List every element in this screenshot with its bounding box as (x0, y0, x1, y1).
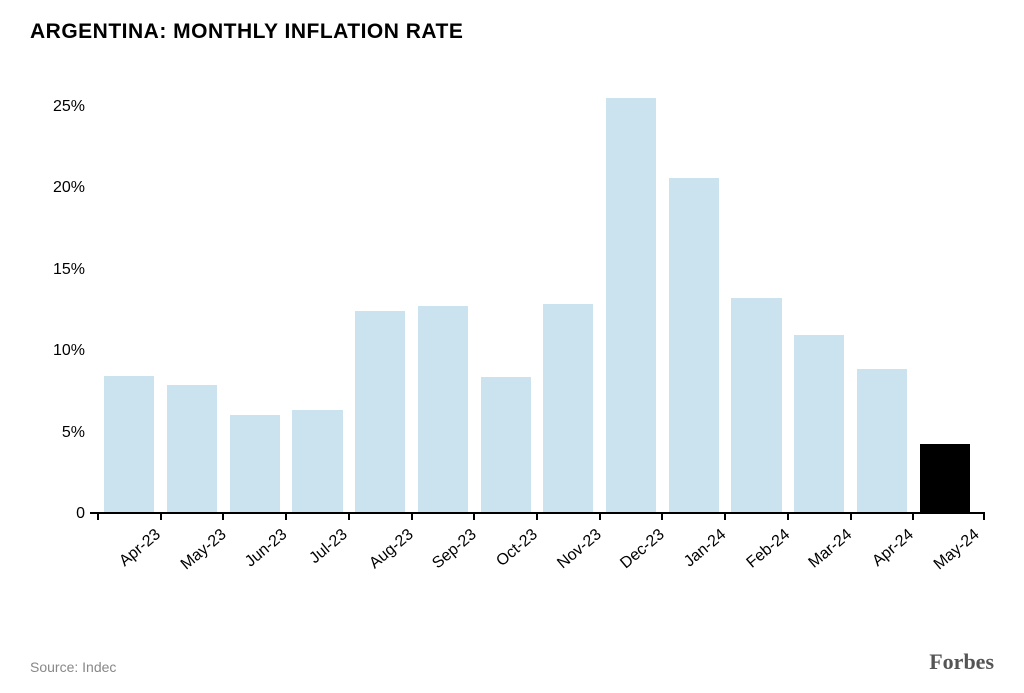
x-label-slot: May-23 (161, 514, 224, 579)
x-axis-label: Apr-23 (117, 526, 165, 571)
bar-slot (662, 74, 725, 512)
bar (167, 385, 217, 512)
bar-slot (913, 74, 976, 512)
x-label-slot: May-24 (913, 514, 976, 579)
x-label-slot: Feb-24 (725, 514, 788, 579)
x-label-slot: Jan-24 (662, 514, 725, 579)
x-axis-label: Aug-23 (367, 526, 418, 573)
source-attribution: Source: Indec (30, 659, 116, 675)
bar (230, 415, 280, 512)
bar (292, 410, 342, 512)
chart-title: ARGENTINA: MONTHLY INFLATION RATE (30, 20, 994, 44)
bar (104, 376, 154, 512)
bar (418, 306, 468, 512)
bar (669, 178, 719, 512)
x-axis-label: Apr-24 (869, 526, 917, 571)
bar (543, 304, 593, 512)
axis-end-tick (983, 512, 985, 520)
x-label-slot: Apr-24 (851, 514, 914, 579)
y-tick-label: 10% (30, 342, 85, 360)
bar-slot (161, 74, 224, 512)
chart-area: 05%10%15%20%25% Apr-23May-23Jun-23Jul-23… (90, 74, 984, 579)
bar-slot (600, 74, 663, 512)
x-axis-label: Dec-23 (617, 526, 668, 573)
brand-logo: Forbes (929, 649, 994, 675)
x-label-slot: Mar-24 (788, 514, 851, 579)
bar (731, 298, 781, 512)
x-axis-label: Jun-23 (242, 526, 291, 571)
chart-footer: Source: Indec Forbes (30, 649, 994, 675)
bar (794, 335, 844, 512)
bar-slot (474, 74, 537, 512)
y-tick-label: 5% (30, 424, 85, 442)
x-axis-label: Sep-23 (429, 526, 480, 573)
x-axis-label: Jan-24 (681, 526, 730, 571)
x-label-slot: Nov-23 (537, 514, 600, 579)
x-label-slot: Aug-23 (349, 514, 412, 579)
x-axis-label: Jul-23 (306, 526, 351, 568)
plot-area (90, 74, 984, 514)
y-tick-label: 25% (30, 98, 85, 116)
bar-slot (223, 74, 286, 512)
y-tick-label: 20% (30, 179, 85, 197)
x-label-slot: Sep-23 (412, 514, 475, 579)
bar-slot (537, 74, 600, 512)
bar (606, 98, 656, 512)
x-label-slot: Jul-23 (286, 514, 349, 579)
x-label-slot: Jun-23 (223, 514, 286, 579)
x-axis-label: Nov-23 (555, 526, 606, 573)
bar-slot (286, 74, 349, 512)
y-tick-label: 0 (30, 505, 85, 523)
x-axis-label: May-24 (931, 526, 983, 574)
x-label-slot: Dec-23 (600, 514, 663, 579)
x-axis-labels: Apr-23May-23Jun-23Jul-23Aug-23Sep-23Oct-… (98, 514, 976, 579)
bar-slot (98, 74, 161, 512)
bar (481, 377, 531, 512)
x-axis-label: Mar-24 (806, 526, 856, 572)
x-label-slot: Oct-23 (474, 514, 537, 579)
y-tick-label: 15% (30, 261, 85, 279)
bar-slot (349, 74, 412, 512)
bar (857, 369, 907, 512)
x-axis-label: Oct-23 (493, 526, 541, 571)
x-label-slot: Apr-23 (98, 514, 161, 579)
bar-slot (725, 74, 788, 512)
bar (920, 444, 970, 512)
bar-slot (412, 74, 475, 512)
bar-slot (788, 74, 851, 512)
x-axis-label: Feb-24 (743, 526, 793, 572)
bar-slot (851, 74, 914, 512)
bar (355, 311, 405, 512)
bars-container (98, 74, 976, 512)
y-axis: 05%10%15%20%25% (30, 74, 85, 514)
